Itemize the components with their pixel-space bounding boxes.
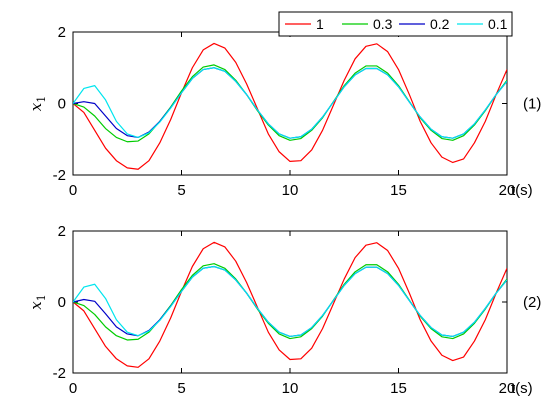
x-tick-label: 20 (499, 380, 516, 397)
series-line-1 (73, 241, 507, 368)
legend-label: 0.3 (373, 16, 393, 32)
y-tick-label: -2 (53, 167, 66, 184)
x-tick-label: 0 (69, 182, 77, 199)
y-axis-label: x1 (27, 96, 48, 111)
legend-item: 0.1 (457, 16, 508, 32)
legend-item: 0.3 (342, 16, 393, 32)
y-axis-label: x1 (27, 294, 48, 309)
y-tick-label: 2 (58, 223, 66, 240)
x-tick-label: 0 (69, 380, 77, 397)
panel-label: (2) (523, 294, 541, 311)
x-tick-label: 15 (390, 380, 407, 397)
x-axis-label: t(s) (511, 380, 533, 397)
y-tick-label: 2 (58, 24, 66, 41)
legend-item: 1 (285, 16, 324, 32)
x-axis-label: t(s) (511, 182, 533, 199)
x-tick-label: 15 (390, 182, 407, 199)
series-line-1 (73, 42, 507, 170)
x-tick-label: 20 (499, 182, 516, 199)
series-line-0_1 (73, 265, 507, 338)
y-tick-label: 0 (58, 96, 66, 113)
series-line-0_3 (73, 263, 507, 341)
legend-item: 0.2 (399, 16, 450, 32)
y-tick-label: 0 (58, 294, 66, 311)
plot-area (72, 31, 508, 176)
x-tick-label: 5 (177, 182, 185, 199)
x-tick-label: 10 (282, 380, 299, 397)
x-tick-label: 10 (282, 182, 299, 199)
legend-label: 1 (316, 16, 324, 32)
plot-area (72, 230, 508, 374)
y-tick-label: -2 (53, 365, 66, 382)
legend-label: 0.2 (430, 16, 450, 32)
legend-label: 0.1 (488, 16, 508, 32)
series-line-0_1 (73, 67, 507, 139)
series-line-0_3 (73, 64, 507, 143)
x-tick-label: 5 (177, 380, 185, 397)
panel-label: (1) (523, 96, 541, 113)
legend: 1 0.3 0.2 0.1 (278, 11, 513, 37)
